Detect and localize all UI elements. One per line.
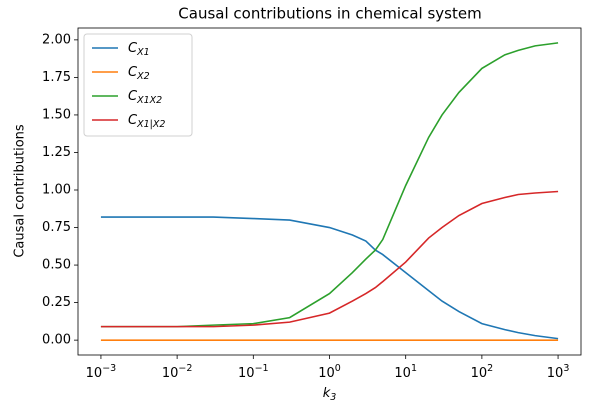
x-tick-label: 103 <box>547 363 570 381</box>
y-tick-label: 0.50 <box>42 258 71 273</box>
x-axis-label: k3 <box>323 386 337 403</box>
y-tick-label: 2.00 <box>42 32 71 47</box>
y-axis-label: Causal contributions <box>13 124 28 258</box>
y-tick-label: 0.25 <box>42 295 71 310</box>
legend-label: CX1X2 <box>128 89 162 106</box>
x-tick-label: 10−2 <box>162 363 193 381</box>
data-line <box>100 190 559 328</box>
legend-label: CX1|X2 <box>128 113 165 130</box>
data-line <box>100 216 559 340</box>
y-tick-label: 1.75 <box>42 70 71 85</box>
legend-box <box>83 33 193 137</box>
x-tick-label: 10−1 <box>238 363 269 381</box>
data-line <box>100 42 559 328</box>
legend-label: CX1 <box>128 41 150 58</box>
x-tick-label: 10−3 <box>86 363 117 381</box>
y-tick-label: 0.00 <box>42 333 71 348</box>
y-tick-label: 1.50 <box>42 107 71 122</box>
x-tick-label: 100 <box>318 363 341 381</box>
legend-label: CX2 <box>128 65 150 82</box>
y-tick-label: 1.25 <box>42 145 71 160</box>
y-tick-label: 1.00 <box>42 182 71 197</box>
x-tick-label: 101 <box>394 363 417 381</box>
y-tick-label: 0.75 <box>42 220 71 235</box>
x-tick-label: 102 <box>471 363 494 381</box>
chart-title: Causal contributions in chemical system <box>178 5 481 23</box>
